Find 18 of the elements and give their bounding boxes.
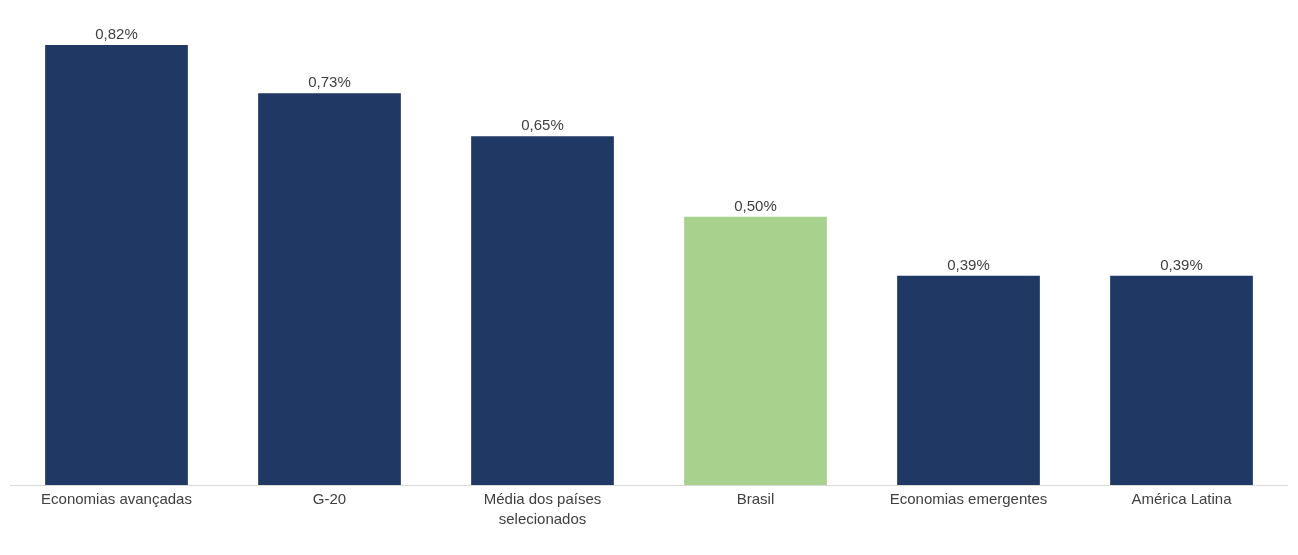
bar [1110,275,1253,485]
bar [258,93,401,485]
bar [897,275,1040,485]
bar [471,136,614,485]
x-tick-label: Economias emergentes [889,490,1048,507]
x-tick-label: Brasil [736,490,775,507]
data-label: 0,73% [308,73,351,91]
bar [45,45,188,485]
x-tick-label: Média dos países selecionados [483,490,602,527]
x-tick-label: G-20 [312,490,347,507]
data-label: 0,82% [95,25,138,42]
data-label: 0,50% [734,196,777,214]
data-label: 0,39% [947,255,990,273]
x-tick-label: Economias avançadas [41,490,192,507]
data-label: 0,39% [1160,255,1203,273]
data-label: 0,65% [521,116,564,134]
bar [684,216,827,485]
x-tick-label: América Latina [1131,490,1233,507]
